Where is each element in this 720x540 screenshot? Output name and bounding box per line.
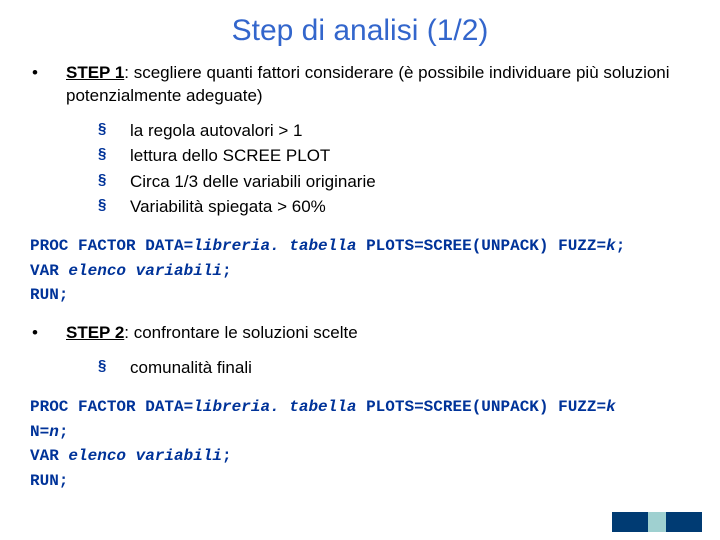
code-italic: libreria. tabella (193, 237, 356, 255)
code-kw: N= (30, 423, 49, 441)
code-kw: PLOTS=SCREE(UNPACK) FUZZ= (356, 398, 606, 416)
code-kw: PROC FACTOR (30, 237, 145, 255)
code-kw: VAR (30, 447, 68, 465)
step1-sublist: § la regola autovalori > 1 § lettura del… (98, 118, 690, 220)
step2-item: • STEP 2: confrontare le soluzioni scelt… (30, 322, 690, 345)
step2-text: STEP 2: confrontare le soluzioni scelte (66, 322, 690, 345)
bullet-dot-icon: • (30, 62, 66, 108)
code-kw: PROC FACTOR (30, 398, 145, 416)
code-kw: DATA= (145, 237, 193, 255)
slide-title: Step di analisi (1/2) (30, 14, 690, 48)
code-italic: elenco variabili (68, 447, 222, 465)
code-italic: n (49, 423, 59, 441)
code-italic: k (606, 237, 616, 255)
square-bullet-icon: § (98, 143, 130, 169)
code-kw: ; (59, 423, 69, 441)
code-kw: DATA= (145, 398, 193, 416)
deco-bar (648, 512, 666, 532)
code-line: N=n; (30, 420, 690, 445)
list-item: § lettura dello SCREE PLOT (98, 143, 690, 169)
step1-text: STEP 1: scegliere quanti fattori conside… (66, 62, 690, 108)
code-line: PROC FACTOR DATA=libreria. tabella PLOTS… (30, 395, 690, 420)
list-item-text: comunalità finali (130, 355, 690, 381)
code-italic: k (606, 398, 616, 416)
list-item: § comunalità finali (98, 355, 690, 381)
code-line: PROC FACTOR DATA=libreria. tabella PLOTS… (30, 234, 690, 259)
list-item-text: Variabilità spiegata > 60% (130, 194, 690, 220)
deco-bar (666, 512, 702, 532)
step1-rest: : scegliere quanti fattori considerare (… (66, 63, 670, 105)
code-kw: ; (222, 447, 232, 465)
list-item: § Circa 1/3 delle variabili originarie (98, 169, 690, 195)
list-item-text: la regola autovalori > 1 (130, 118, 690, 144)
code-block-1: PROC FACTOR DATA=libreria. tabella PLOTS… (30, 234, 690, 308)
code-italic: libreria. tabella (193, 398, 356, 416)
code-line: VAR elenco variabili; (30, 444, 690, 469)
step2-sublist: § comunalità finali (98, 355, 690, 381)
code-kw: VAR (30, 262, 68, 280)
step1-item: • STEP 1: scegliere quanti fattori consi… (30, 62, 690, 108)
step2-label: STEP 2 (66, 323, 124, 342)
code-block-2: PROC FACTOR DATA=libreria. tabella PLOTS… (30, 395, 690, 494)
code-kw: ; (616, 237, 626, 255)
list-item-text: lettura dello SCREE PLOT (130, 143, 690, 169)
code-kw: PLOTS=SCREE(UNPACK) FUZZ= (356, 237, 606, 255)
square-bullet-icon: § (98, 169, 130, 195)
code-line: RUN; (30, 469, 690, 494)
slide: Step di analisi (1/2) • STEP 1: sceglier… (0, 0, 720, 540)
step1-label: STEP 1 (66, 63, 124, 82)
square-bullet-icon: § (98, 355, 130, 381)
list-item-text: Circa 1/3 delle variabili originarie (130, 169, 690, 195)
code-italic: elenco variabili (68, 262, 222, 280)
code-line: VAR elenco variabili; (30, 259, 690, 284)
square-bullet-icon: § (98, 118, 130, 144)
code-kw: ; (222, 262, 232, 280)
code-line: RUN; (30, 283, 690, 308)
bullet-dot-icon: • (30, 322, 66, 345)
deco-bar (612, 512, 648, 532)
list-item: § la regola autovalori > 1 (98, 118, 690, 144)
list-item: § Variabilità spiegata > 60% (98, 194, 690, 220)
square-bullet-icon: § (98, 194, 130, 220)
footer-decoration (612, 512, 702, 532)
step2-rest: : confrontare le soluzioni scelte (124, 323, 357, 342)
